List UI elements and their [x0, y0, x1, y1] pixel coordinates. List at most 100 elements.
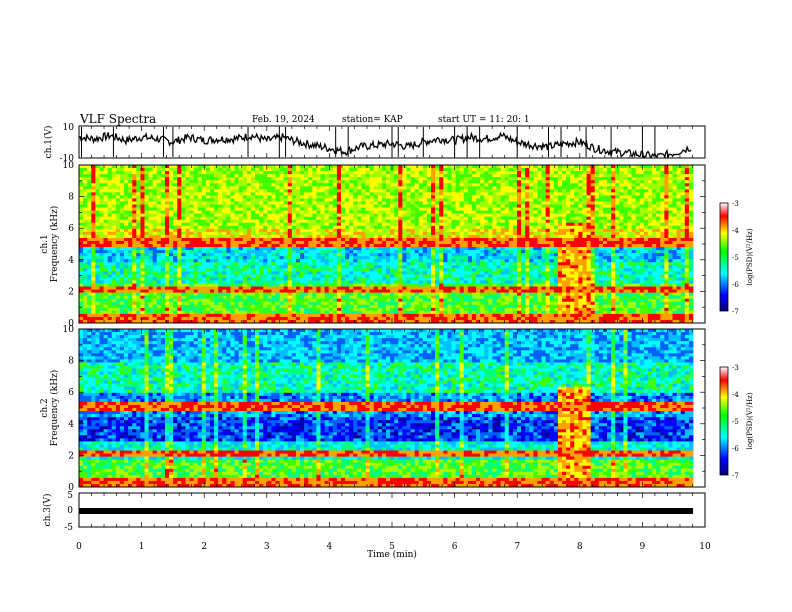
- spectrogram-cell: [267, 219, 272, 224]
- spectrogram-cell: [291, 219, 297, 224]
- spectrogram-cell: [406, 222, 411, 227]
- spectrogram-cell: [455, 247, 461, 251]
- spectrogram-cell: [304, 319, 309, 324]
- spectrogram-cell: [99, 301, 104, 306]
- spectrogram-cell: [136, 277, 141, 281]
- spectrogram-cell: [214, 171, 219, 175]
- spectrogram-cell: [300, 180, 305, 184]
- spectrogram-cell: [398, 168, 403, 172]
- spectrogram-cell: [193, 274, 199, 278]
- spectrogram-cell: [99, 319, 104, 324]
- spectrogram-cell: [320, 301, 325, 306]
- spectrogram-cell: [222, 295, 227, 300]
- spectrogram-cell: [164, 213, 170, 218]
- spectrogram-cell: [197, 240, 203, 245]
- spectrogram-cell: [349, 247, 354, 251]
- spectrogram-cell: [79, 213, 84, 218]
- spectrogram-cell: [230, 165, 235, 169]
- spectrogram-cell: [111, 189, 117, 193]
- spectrogram-cell: [238, 301, 244, 306]
- spectrogram-cell: [263, 234, 268, 239]
- spectrogram-cell: [259, 283, 264, 287]
- spectrogram-cell: [226, 219, 231, 224]
- spectrogram-cell: [410, 219, 416, 224]
- spectrogram-cell: [271, 210, 276, 215]
- spectrogram-cell: [377, 231, 383, 236]
- spectrogram-cell: [447, 277, 452, 281]
- spectrogram-cell: [250, 253, 256, 257]
- spectrogram-cell: [242, 292, 248, 297]
- spectrogram-cell: [324, 313, 330, 318]
- spectrogram-cell: [218, 268, 223, 272]
- spectrogram-cell: [222, 262, 227, 266]
- spectrogram-cell: [304, 253, 309, 257]
- spectrogram-cell: [406, 271, 411, 275]
- spectrogram-cell: [144, 262, 149, 266]
- spectrogram-cell: [373, 189, 379, 193]
- spectrogram-cell: [201, 237, 207, 242]
- spectrogram-cell: [332, 244, 338, 248]
- spectrogram-cell: [459, 274, 465, 278]
- spectrogram-cell: [242, 259, 248, 263]
- spectrogram-cell: [455, 286, 461, 290]
- spectrogram-cell: [193, 265, 199, 269]
- spectrogram-cell: [320, 192, 325, 196]
- spectrogram-cell: [169, 256, 174, 260]
- spectrogram-cell: [271, 195, 276, 199]
- spectrogram-cell: [267, 319, 272, 324]
- spectrogram-cell: [164, 316, 170, 321]
- spectrogram-cell: [365, 213, 371, 218]
- spectrogram-cell: [381, 310, 387, 315]
- spectrogram-cell: [386, 298, 391, 303]
- spectrogram-cell: [263, 316, 268, 321]
- spectrogram-cell: [414, 265, 420, 269]
- spectrogram-cell: [377, 165, 383, 169]
- spectrogram-cell: [361, 313, 366, 318]
- spectrogram-cell: [181, 307, 186, 312]
- spectrogram-cell: [447, 189, 452, 193]
- spectrogram-cell: [275, 268, 280, 272]
- spectrogram-cell: [463, 250, 469, 254]
- spectrogram-cell: [234, 295, 240, 300]
- spectrogram-cell: [349, 225, 354, 230]
- spectrogram-cell: [320, 198, 325, 202]
- spectrogram-cell: [181, 274, 186, 278]
- spectrogram-cell: [189, 228, 195, 233]
- spectrogram-cell: [87, 247, 92, 251]
- spectrogram-cell: [410, 316, 416, 321]
- spectrogram-cell: [426, 310, 432, 315]
- spectrogram-cell: [308, 186, 313, 190]
- spectrogram-cell: [365, 253, 371, 257]
- spectrogram-cell: [467, 237, 473, 242]
- spectrogram-cell: [414, 268, 420, 272]
- spectrogram-cell: [422, 268, 428, 272]
- spectrogram-cell: [177, 310, 182, 315]
- spectrogram-cell: [394, 283, 399, 287]
- spectrogram-cell: [140, 256, 145, 260]
- spectrogram-cell: [304, 286, 309, 290]
- spectrogram-cell: [201, 265, 207, 269]
- spectrogram-cell: [336, 192, 342, 196]
- spectrogram-cell: [357, 228, 362, 233]
- spectrogram-cell: [463, 256, 469, 260]
- spectrogram-cell: [406, 253, 411, 257]
- spectrogram-cell: [369, 244, 375, 248]
- spectrogram-cell: [91, 171, 96, 175]
- spectrogram-cell: [164, 192, 170, 196]
- spectrogram-cell: [115, 177, 121, 181]
- spectrogram-cell: [230, 168, 235, 172]
- spectrogram-cell: [426, 192, 432, 196]
- spectrogram-cell: [95, 186, 100, 190]
- spectrogram-cell: [345, 228, 350, 233]
- spectrogram-cell: [140, 171, 145, 175]
- spectrogram-cell: [365, 186, 371, 190]
- spectrogram-cell: [255, 274, 260, 278]
- spectrogram-cell: [332, 228, 338, 233]
- spectrogram-cell: [156, 201, 162, 205]
- spectrogram-cell: [447, 174, 452, 178]
- spectrogram-cell: [222, 247, 227, 251]
- spectrogram-cell: [259, 298, 264, 303]
- spectrogram-cell: [83, 304, 88, 309]
- spectrogram-cell: [185, 234, 190, 239]
- spectrogram-cell: [451, 247, 456, 251]
